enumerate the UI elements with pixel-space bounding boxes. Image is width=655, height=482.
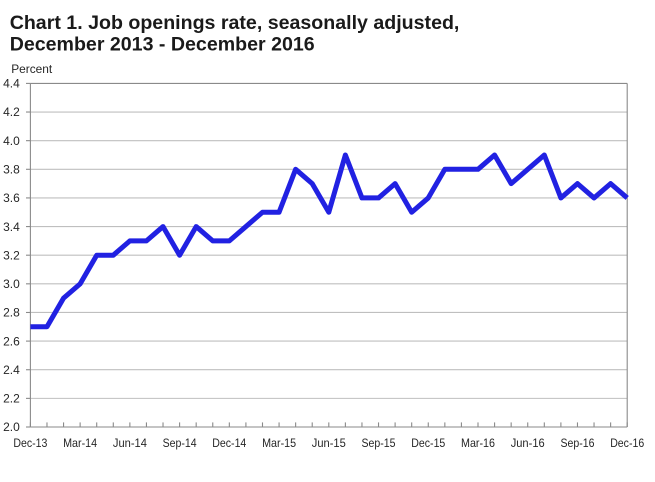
svg-text:4.2: 4.2	[3, 105, 20, 119]
svg-text:3.4: 3.4	[3, 220, 20, 234]
svg-text:4.4: 4.4	[3, 77, 20, 91]
svg-text:2.4: 2.4	[3, 363, 20, 377]
svg-text:Dec-16: Dec-16	[610, 436, 644, 450]
svg-text:2.6: 2.6	[3, 334, 20, 348]
svg-text:Mar-14: Mar-14	[63, 436, 97, 450]
svg-text:3.0: 3.0	[3, 277, 20, 291]
svg-text:Percent: Percent	[11, 62, 53, 76]
svg-text:4.0: 4.0	[3, 134, 20, 148]
svg-text:Jun-16: Jun-16	[511, 436, 545, 450]
svg-text:Mar-15: Mar-15	[262, 436, 296, 450]
svg-text:Sep-14: Sep-14	[163, 436, 197, 450]
svg-text:3.8: 3.8	[3, 163, 20, 177]
svg-text:Dec-14: Dec-14	[212, 436, 246, 450]
svg-text:2.8: 2.8	[3, 306, 20, 320]
svg-text:Chart 1. Job openings rate, se: Chart 1. Job openings rate, seasonally a…	[10, 12, 460, 34]
svg-text:Jun-15: Jun-15	[312, 436, 346, 450]
svg-text:Dec-15: Dec-15	[411, 436, 445, 450]
svg-text:Sep-15: Sep-15	[362, 436, 396, 450]
svg-text:3.6: 3.6	[3, 191, 20, 205]
svg-text:December 2013 - December 2016: December 2013 - December 2016	[10, 34, 315, 56]
svg-text:3.2: 3.2	[3, 248, 20, 262]
svg-text:Dec-13: Dec-13	[13, 436, 47, 450]
svg-text:2.0: 2.0	[3, 420, 20, 434]
svg-text:Sep-16: Sep-16	[561, 436, 595, 450]
svg-text:2.2: 2.2	[3, 392, 20, 406]
svg-text:Mar-16: Mar-16	[461, 436, 495, 450]
svg-text:Jun-14: Jun-14	[113, 436, 147, 450]
